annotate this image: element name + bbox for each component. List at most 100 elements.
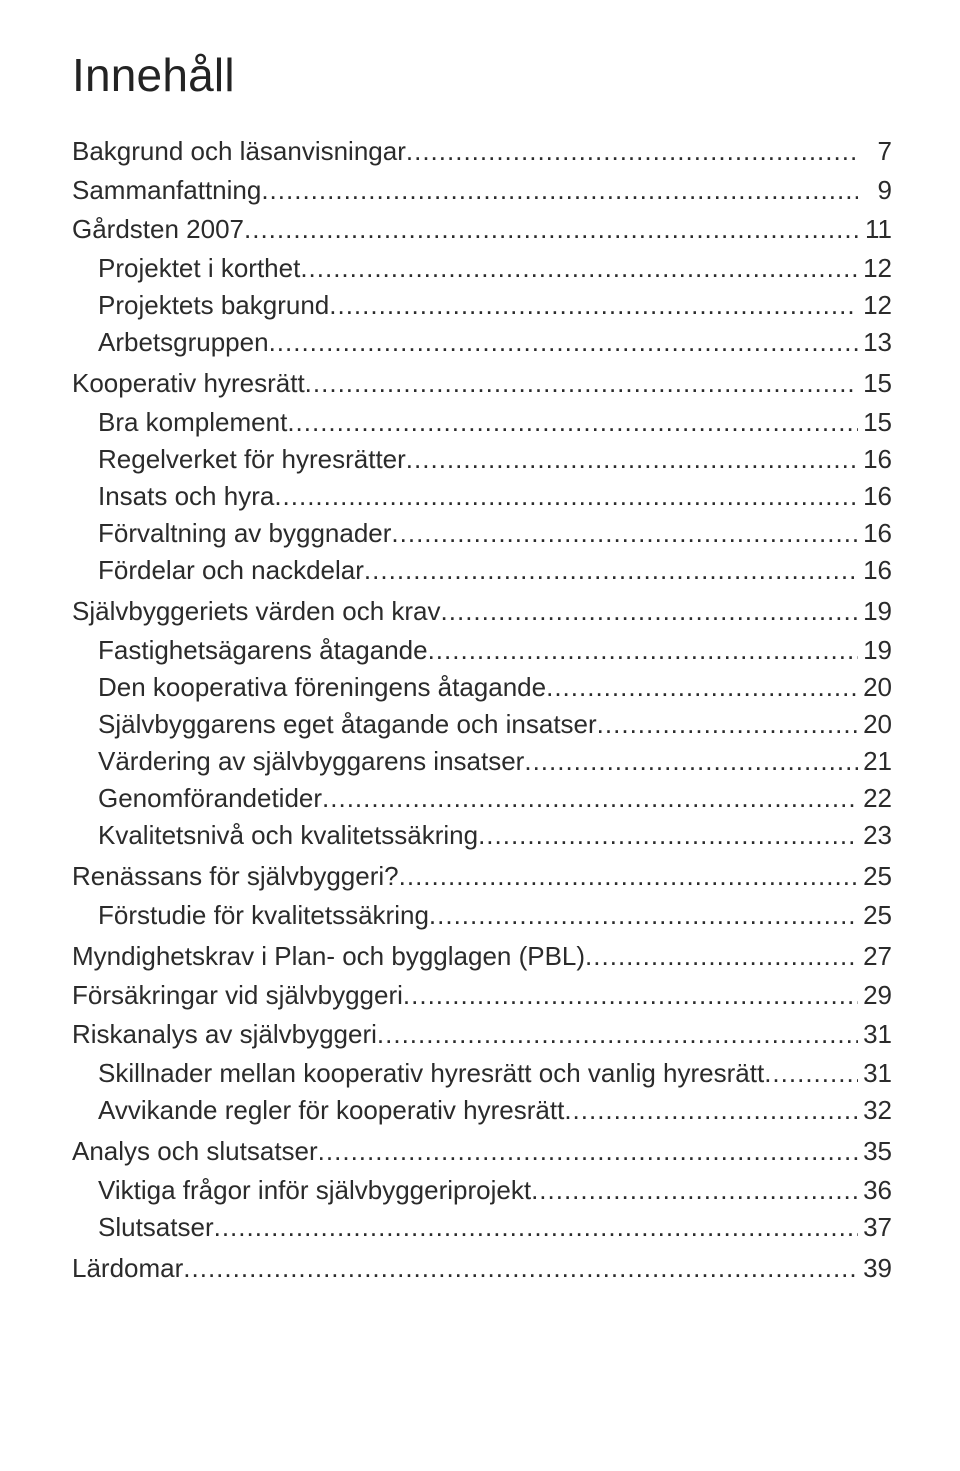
toc-leader-dots: ........................................… xyxy=(403,980,858,1011)
page-title: Innehåll xyxy=(72,48,892,102)
toc-entry-page: 9 xyxy=(858,175,892,206)
toc-leader-dots: ........................................… xyxy=(585,941,858,972)
toc-entry-page: 35 xyxy=(858,1136,892,1167)
toc-entry-label: Myndighetskrav i Plan- och bygglagen (PB… xyxy=(72,941,585,972)
toc-entry-label: Gårdsten 2007 xyxy=(72,214,244,245)
toc-entry-page: 21 xyxy=(858,746,892,777)
toc-entry-label: Bra komplement xyxy=(98,407,287,438)
toc-entry-label: Regelverket för hyresrätter xyxy=(98,444,406,475)
toc-leader-dots: ........................................… xyxy=(531,1175,858,1206)
toc-leader-dots: ........................................… xyxy=(391,518,858,549)
toc-row: Viktiga frågor inför självbyggeriprojekt… xyxy=(72,1175,892,1206)
toc-entry-label: Viktiga frågor inför självbyggeriprojekt xyxy=(98,1175,531,1206)
toc-leader-dots: ........................................… xyxy=(406,444,858,475)
toc-entry-label: Förvaltning av byggnader xyxy=(98,518,391,549)
toc-entry-page: 22 xyxy=(858,783,892,814)
toc-leader-dots: ........................................… xyxy=(478,820,858,851)
toc-entry-label: Kooperativ hyresrätt xyxy=(72,368,305,399)
toc-entry-label: Slutsatser xyxy=(98,1212,214,1243)
toc-entry-page: 7 xyxy=(858,136,892,167)
toc-entry-label: Avvikande regler för kooperativ hyresrät… xyxy=(98,1095,564,1126)
toc-entry-label: Kvalitetsnivå och kvalitetssäkring xyxy=(98,820,478,851)
toc-leader-dots: ........................................… xyxy=(305,368,858,399)
toc-leader-dots: ........................................… xyxy=(244,214,858,245)
toc-row: Kvalitetsnivå och kvalitetssäkring......… xyxy=(72,820,892,851)
toc-entry-label: Projektet i korthet xyxy=(98,253,300,284)
toc-row: Försäkringar vid självbyggeri...........… xyxy=(72,980,892,1011)
toc-entry-label: Fastighetsägarens åtagande xyxy=(98,635,428,666)
toc-leader-dots: ........................................… xyxy=(377,1019,858,1050)
toc-entry-page: 32 xyxy=(858,1095,892,1126)
toc-entry-label: Insats och hyra xyxy=(98,481,274,512)
toc-leader-dots: ........................................… xyxy=(524,746,858,777)
toc-entry-page: 20 xyxy=(858,709,892,740)
toc-leader-dots: ........................................… xyxy=(261,175,858,206)
toc-row: Projektet i korthet.....................… xyxy=(72,253,892,284)
toc-entry-page: 36 xyxy=(858,1175,892,1206)
toc-row: Analys och slutsatser...................… xyxy=(72,1136,892,1167)
toc-row: Sammanfattning..........................… xyxy=(72,175,892,206)
toc-entry-page: 39 xyxy=(858,1253,892,1284)
toc-row: Bra komplement..........................… xyxy=(72,407,892,438)
toc-entry-label: Självbyggarens eget åtagande och insatse… xyxy=(98,709,597,740)
toc-row: Lärdomar................................… xyxy=(72,1253,892,1284)
toc-entry-label: Skillnader mellan kooperativ hyresrätt o… xyxy=(98,1058,764,1089)
toc-row: Självbyggeriets värden och krav.........… xyxy=(72,596,892,627)
toc-entry-page: 27 xyxy=(858,941,892,972)
toc-entry-label: Den kooperativa föreningens åtagande xyxy=(98,672,546,703)
toc-row: Slutsatser..............................… xyxy=(72,1212,892,1243)
toc-row: Bakgrund och läsanvisningar.............… xyxy=(72,136,892,167)
toc-entry-label: Försäkringar vid självbyggeri xyxy=(72,980,403,1011)
toc-leader-dots: ........................................… xyxy=(183,1253,858,1284)
page: Innehåll Bakgrund och läsanvisningar....… xyxy=(0,0,960,1471)
toc-row: Projektets bakgrund.....................… xyxy=(72,290,892,321)
toc-row: Kooperativ hyresrätt....................… xyxy=(72,368,892,399)
toc-leader-dots: ........................................… xyxy=(429,900,858,931)
toc-leader-dots: ........................................… xyxy=(329,290,858,321)
toc-row: Renässans för självbyggeri?.............… xyxy=(72,861,892,892)
toc-leader-dots: ........................................… xyxy=(214,1212,858,1243)
toc-leader-dots: ........................................… xyxy=(322,783,858,814)
toc-entry-label: Arbetsgruppen xyxy=(98,327,269,358)
toc-row: Gårdsten 2007...........................… xyxy=(72,214,892,245)
toc-entry-page: 31 xyxy=(858,1019,892,1050)
toc-leader-dots: ........................................… xyxy=(546,672,858,703)
toc-entry-page: 20 xyxy=(858,672,892,703)
toc-row: Självbyggarens eget åtagande och insatse… xyxy=(72,709,892,740)
toc-leader-dots: ........................................… xyxy=(287,407,858,438)
toc-leader-dots: ........................................… xyxy=(441,596,858,627)
toc-entry-label: Riskanalys av självbyggeri xyxy=(72,1019,377,1050)
toc-row: Den kooperativa föreningens åtagande....… xyxy=(72,672,892,703)
toc-leader-dots: ........................................… xyxy=(274,481,858,512)
toc-entry-label: Sammanfattning xyxy=(72,175,261,206)
toc-entry-page: 12 xyxy=(858,290,892,321)
toc-entry-page: 15 xyxy=(858,407,892,438)
toc-row: Värdering av självbyggarens insatser....… xyxy=(72,746,892,777)
toc-entry-page: 16 xyxy=(858,518,892,549)
table-of-contents: Bakgrund och läsanvisningar.............… xyxy=(72,136,892,1284)
toc-entry-page: 16 xyxy=(858,481,892,512)
toc-entry-label: Värdering av självbyggarens insatser xyxy=(98,746,524,777)
toc-entry-label: Självbyggeriets värden och krav xyxy=(72,596,441,627)
toc-leader-dots: ........................................… xyxy=(399,861,858,892)
toc-row: Regelverket för hyresrätter.............… xyxy=(72,444,892,475)
toc-leader-dots: ........................................… xyxy=(318,1136,858,1167)
toc-leader-dots: ........................................… xyxy=(428,635,858,666)
toc-entry-label: Lärdomar xyxy=(72,1253,183,1284)
toc-entry-page: 16 xyxy=(858,555,892,586)
toc-entry-page: 19 xyxy=(858,596,892,627)
toc-entry-page: 31 xyxy=(858,1058,892,1089)
toc-row: Fördelar och nackdelar..................… xyxy=(72,555,892,586)
toc-entry-label: Renässans för självbyggeri? xyxy=(72,861,399,892)
toc-leader-dots: ........................................… xyxy=(564,1095,858,1126)
toc-leader-dots: ........................................… xyxy=(764,1058,858,1089)
toc-entry-label: Analys och slutsatser xyxy=(72,1136,318,1167)
toc-entry-label: Fördelar och nackdelar xyxy=(98,555,364,586)
toc-entry-label: Förstudie för kvalitetssäkring xyxy=(98,900,429,931)
toc-entry-page: 25 xyxy=(858,861,892,892)
toc-entry-page: 11 xyxy=(858,214,892,245)
toc-row: Förstudie för kvalitetssäkring..........… xyxy=(72,900,892,931)
toc-row: Genomförandetider.......................… xyxy=(72,783,892,814)
toc-entry-label: Projektets bakgrund xyxy=(98,290,329,321)
toc-entry-page: 15 xyxy=(858,368,892,399)
